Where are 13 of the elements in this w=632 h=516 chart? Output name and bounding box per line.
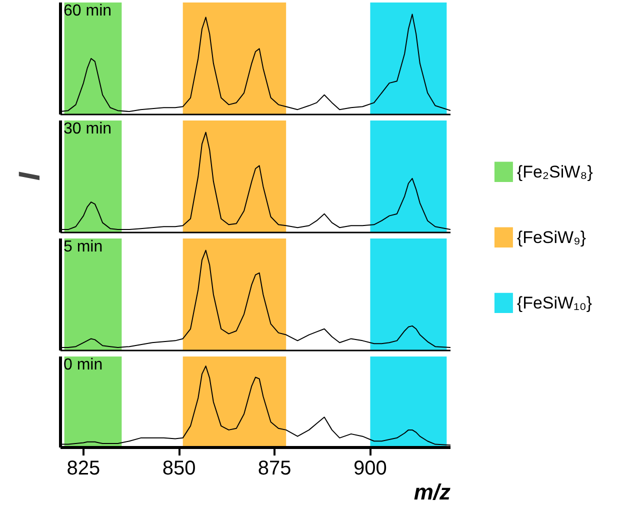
legend-label: {FeSiW₉} — [516, 228, 586, 247]
chart-title: 30 min — [64, 120, 112, 138]
legend-label: {Fe₂SiW₈} — [516, 162, 594, 182]
x-axis-title: m/z — [414, 480, 451, 504]
chart-title: 5 min — [64, 238, 103, 256]
legend-label: {FeSiW₁₀} — [516, 293, 592, 312]
chart-title: 0 min — [64, 356, 103, 374]
y-axis-title: I — [14, 172, 46, 181]
chart-title: 60 min — [64, 2, 112, 20]
x-tick-label: 850 — [162, 458, 196, 480]
x-tick-label: 825 — [66, 458, 100, 480]
x-tick-label: 900 — [354, 458, 387, 480]
x-tick-label: 875 — [258, 458, 292, 480]
